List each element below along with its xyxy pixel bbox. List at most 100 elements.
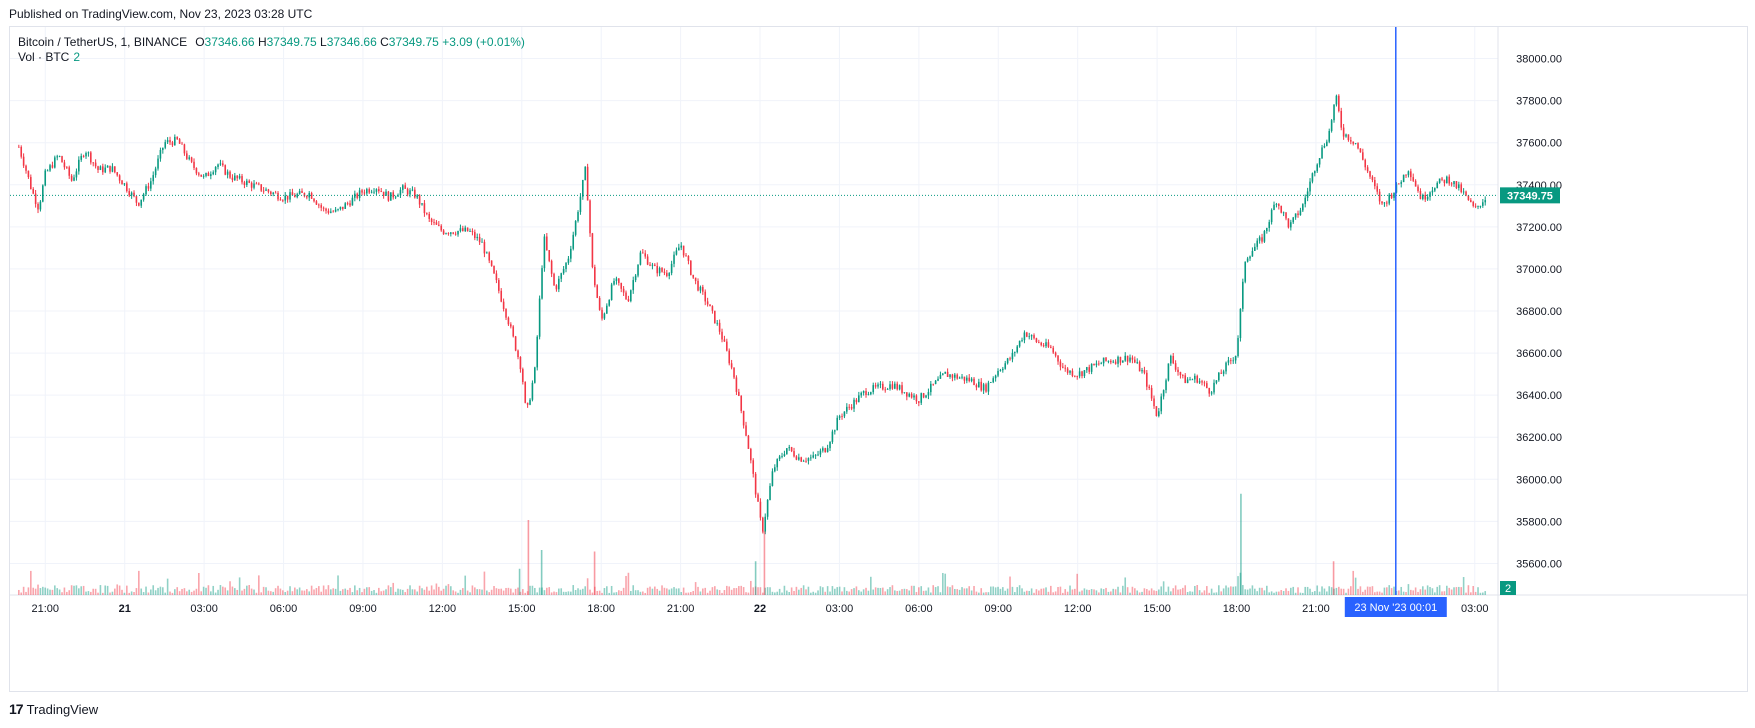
candle-body <box>1148 386 1151 389</box>
volume-bar <box>882 587 884 595</box>
volume-bar <box>399 589 402 595</box>
volume-spike <box>763 531 766 595</box>
candle-body <box>169 140 171 143</box>
volume-bar <box>476 589 479 595</box>
volume-bar <box>159 586 162 595</box>
candle-body <box>1275 204 1278 205</box>
candle-body <box>474 232 476 238</box>
volume-bar <box>248 585 251 595</box>
volume-bar <box>212 585 215 595</box>
volume-bar <box>577 588 579 595</box>
candle-body <box>598 297 601 310</box>
volume-bar <box>918 587 920 595</box>
candle-body <box>66 167 68 169</box>
volume-bar <box>757 587 759 595</box>
candle-body <box>1062 366 1064 368</box>
candle-body <box>1333 104 1335 121</box>
candle-body <box>1234 355 1237 361</box>
volume-bar <box>502 590 505 595</box>
volume-bar <box>1234 586 1237 595</box>
volume-bar <box>922 590 925 595</box>
volume-bar <box>1069 585 1071 595</box>
volume-label[interactable]: Vol · BTC <box>18 50 70 64</box>
candle-body <box>61 156 63 163</box>
volume-bar <box>426 586 428 595</box>
candle-body <box>1290 222 1292 228</box>
volume-bar <box>1482 592 1484 595</box>
last-volume-label: 2 <box>1505 583 1511 595</box>
volume-bar <box>116 584 119 595</box>
candle-body <box>514 336 517 351</box>
crosshair-time-tag <box>1344 597 1447 617</box>
volume-bar <box>205 587 207 595</box>
candle-body <box>1066 368 1069 373</box>
candle-body <box>327 210 330 213</box>
candle-body <box>337 208 339 210</box>
volume-bar <box>680 592 683 595</box>
volume-bar <box>685 592 687 595</box>
candle-body <box>985 384 987 392</box>
volume-bar <box>505 587 507 595</box>
volume-bar <box>1021 588 1023 595</box>
candle-body <box>742 410 745 426</box>
volume-bar <box>826 586 829 595</box>
volume-bar <box>298 587 301 595</box>
volume-bar <box>1443 591 1446 595</box>
candle-body <box>1294 213 1297 218</box>
candle-body <box>615 278 618 281</box>
volume-bar <box>1400 586 1403 595</box>
volume-bar <box>1405 592 1407 595</box>
volume-bar <box>673 587 675 595</box>
candle-body <box>248 180 251 183</box>
chart-frame[interactable]: 38000.00 37800.00 37600.00 37400.00 37200.00… <box>9 26 1748 692</box>
candle-body <box>462 228 464 232</box>
candle-body <box>822 448 824 451</box>
candle-body <box>320 205 323 208</box>
candle-body <box>1050 346 1052 348</box>
volume-bar <box>646 587 649 595</box>
volume-bar <box>1422 586 1424 595</box>
candle-body <box>1441 178 1443 180</box>
candle-body <box>1302 204 1304 211</box>
volume-bar <box>716 589 719 595</box>
volume-bar <box>418 585 421 595</box>
volume-bar <box>267 590 270 595</box>
candle-body <box>1220 372 1223 374</box>
candle-body <box>918 401 920 403</box>
volume-bar <box>1052 592 1055 595</box>
candle-body <box>34 193 37 204</box>
candle-body <box>128 191 131 196</box>
candle-body <box>1160 396 1163 412</box>
candlestick-chart[interactable]: 38000.0037800.0037600.0037400.0037200.00… <box>10 27 1747 691</box>
candle-body <box>1006 358 1009 364</box>
tradingview-logo[interactable]: 17 TradingView <box>9 701 98 717</box>
volume-bar <box>519 591 522 595</box>
volume-bar <box>392 582 395 595</box>
candle-body <box>30 177 32 189</box>
candle-body <box>226 171 229 175</box>
volume-bar <box>644 592 647 595</box>
volume-bar <box>111 591 114 595</box>
volume-bar <box>574 589 577 595</box>
candle-body <box>147 186 150 189</box>
volume-bar <box>1227 587 1230 595</box>
volume-bar <box>102 592 104 595</box>
candle-body <box>349 203 351 206</box>
volume-bar <box>450 586 452 595</box>
volume-bar <box>147 592 150 595</box>
candle-body <box>37 203 39 210</box>
candle-body <box>140 199 143 206</box>
volume-bar <box>478 589 481 595</box>
candle-body <box>414 189 416 198</box>
volume-bar <box>370 590 373 595</box>
volume-bar <box>1206 586 1208 595</box>
volume-bar <box>1023 591 1026 595</box>
volume-bar <box>886 589 889 595</box>
volume-bar <box>1398 590 1400 595</box>
candle-body <box>783 454 786 456</box>
symbol-label[interactable]: Bitcoin / TetherUS, 1, BINANCE <box>18 35 188 49</box>
candle-body <box>181 143 183 145</box>
volume-bar <box>663 587 666 595</box>
candle-body <box>90 152 92 163</box>
candle-body <box>843 411 846 417</box>
